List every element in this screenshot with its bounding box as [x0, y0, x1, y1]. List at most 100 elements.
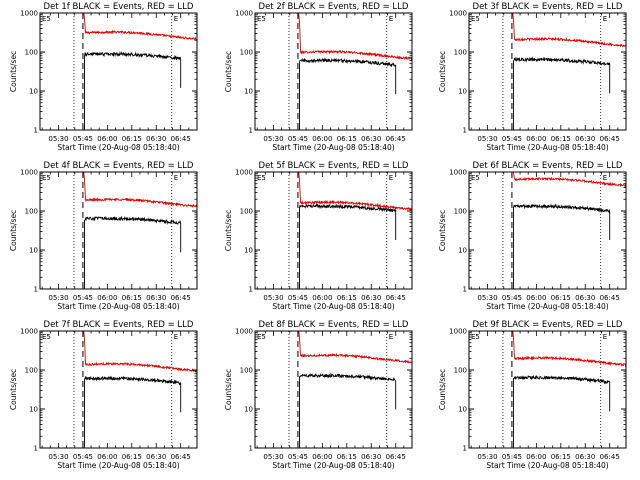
y-tick-label: 1: [249, 127, 253, 135]
y-tick-label: 1000: [449, 328, 467, 336]
y-tick-label: 100: [240, 367, 253, 375]
x-axis-label: Start Time (20-Aug-08 05:18:40): [486, 302, 608, 311]
y-tick-label: 1000: [235, 328, 253, 336]
y-tick-label: 1000: [20, 10, 38, 18]
y-tick-label: 100: [454, 208, 467, 216]
events-series-line: [513, 374, 611, 448]
events-series-line: [299, 203, 397, 289]
x-tick-label: 06:45: [171, 294, 191, 302]
y-tick-label: 100: [240, 49, 253, 57]
x-tick-label: 05:45: [288, 453, 308, 461]
marker-right: E: [174, 15, 178, 23]
plot-frame: [254, 171, 413, 290]
events-series-line: [84, 215, 182, 289]
marker-right: E: [174, 174, 178, 182]
y-tick-label: 1000: [449, 169, 467, 177]
x-tick-label: 06:30: [361, 294, 381, 302]
events-series-line: [299, 57, 397, 130]
y-tick-label: 1: [249, 445, 253, 453]
lld-series-line: [298, 172, 412, 212]
y-tick-label: 1000: [449, 10, 467, 18]
x-tick-label: 06:00: [312, 294, 332, 302]
x-tick-label: 06:30: [146, 294, 166, 302]
panel-title: Det 5f BLACK = Events, RED = LLD: [259, 161, 409, 171]
panel-title: Det 1f BLACK = Events, RED = LLD: [44, 2, 194, 12]
detector-panel-6: Det 6f BLACK = Events, RED = LLD 1 10 100 10…: [438, 161, 627, 311]
x-tick-label: 05:30: [263, 135, 283, 143]
x-tick-label: 06:45: [600, 453, 620, 461]
y-tick-label: 1: [34, 127, 38, 135]
x-tick-label: 06:00: [312, 453, 332, 461]
y-axis-label: Counts/sec: [9, 369, 18, 410]
y-tick-label: 1: [463, 445, 467, 453]
x-tick-label: 06:00: [526, 453, 546, 461]
y-axis-label: Counts/sec: [224, 51, 233, 92]
panel-title: Det 3f BLACK = Events, RED = LLD: [473, 2, 623, 12]
y-tick-label: 1: [34, 286, 38, 294]
lld-series-line: [298, 331, 412, 364]
y-tick-label: 1: [463, 286, 467, 294]
x-tick-label: 05:30: [263, 294, 283, 302]
plot-frame: [254, 330, 413, 449]
x-axis-label: Start Time (20-Aug-08 05:18:40): [272, 143, 394, 152]
x-tick-label: 06:15: [122, 135, 142, 143]
x-tick-label: 06:15: [337, 453, 357, 461]
x-axis-label: Start Time (20-Aug-08 05:18:40): [486, 461, 608, 470]
y-tick-label: 10: [244, 247, 253, 255]
panel-title: Det 8f BLACK = Events, RED = LLD: [259, 320, 409, 330]
plot-frame: [468, 171, 627, 290]
y-tick-label: 1: [249, 286, 253, 294]
y-tick-label: 100: [240, 208, 253, 216]
x-tick-label: 06:45: [386, 135, 406, 143]
events-series-line: [299, 372, 397, 448]
x-tick-label: 06:15: [122, 294, 142, 302]
marker-left: E5: [257, 15, 266, 23]
marker-left: E5: [257, 174, 266, 182]
y-axis-label: Counts/sec: [9, 51, 18, 92]
x-tick-label: 06:00: [526, 294, 546, 302]
y-tick-label: 10: [29, 406, 38, 414]
detector-panel-7: Det 7f BLACK = Events, RED = LLD 1 10 100 10…: [9, 320, 198, 470]
lld-series-line: [512, 172, 626, 188]
events-series-line: [84, 51, 182, 130]
y-axis-label: Counts/sec: [9, 210, 18, 251]
y-tick-label: 10: [458, 88, 467, 96]
x-tick-label: 06:30: [575, 453, 595, 461]
y-axis-label: Counts/sec: [438, 51, 447, 92]
x-tick-label: 06:15: [551, 135, 571, 143]
x-axis-label: Start Time (20-Aug-08 05:18:40): [57, 143, 179, 152]
x-tick-label: 05:45: [502, 135, 522, 143]
x-tick-label: 05:45: [73, 294, 93, 302]
lld-series-line: [83, 331, 197, 373]
x-tick-label: 06:30: [575, 294, 595, 302]
x-tick-label: 06:00: [526, 135, 546, 143]
x-tick-label: 06:00: [97, 294, 117, 302]
x-tick-label: 05:30: [477, 135, 497, 143]
events-series-line: [84, 375, 182, 448]
x-tick-label: 06:00: [312, 135, 332, 143]
panel-title: Det 7f BLACK = Events, RED = LLD: [44, 320, 194, 330]
x-tick-label: 06:45: [386, 453, 406, 461]
y-tick-label: 10: [458, 247, 467, 255]
x-tick-label: 06:00: [97, 453, 117, 461]
x-tick-label: 06:45: [600, 135, 620, 143]
lld-series-line: [298, 13, 412, 62]
lld-series-line: [512, 331, 626, 368]
x-tick-label: 06:30: [361, 135, 381, 143]
y-tick-label: 100: [454, 49, 467, 57]
x-tick-label: 06:30: [146, 453, 166, 461]
detector-panel-8: Det 8f BLACK = Events, RED = LLD 1 10 100 10…: [224, 320, 413, 470]
marker-right: E: [389, 15, 393, 23]
plot-frame: [254, 12, 413, 131]
y-tick-label: 100: [454, 367, 467, 375]
marker-right: E: [603, 333, 607, 341]
y-tick-label: 1000: [20, 328, 38, 336]
detector-panel-5: Det 5f BLACK = Events, RED = LLD 1 10 100 10…: [224, 161, 413, 311]
marker-left: E5: [42, 174, 51, 182]
events-series-line: [513, 56, 611, 130]
events-series-line: [513, 203, 611, 289]
x-axis-label: Start Time (20-Aug-08 05:18:40): [272, 461, 394, 470]
x-tick-label: 06:45: [600, 294, 620, 302]
x-tick-label: 05:45: [73, 453, 93, 461]
marker-right: E: [603, 174, 607, 182]
